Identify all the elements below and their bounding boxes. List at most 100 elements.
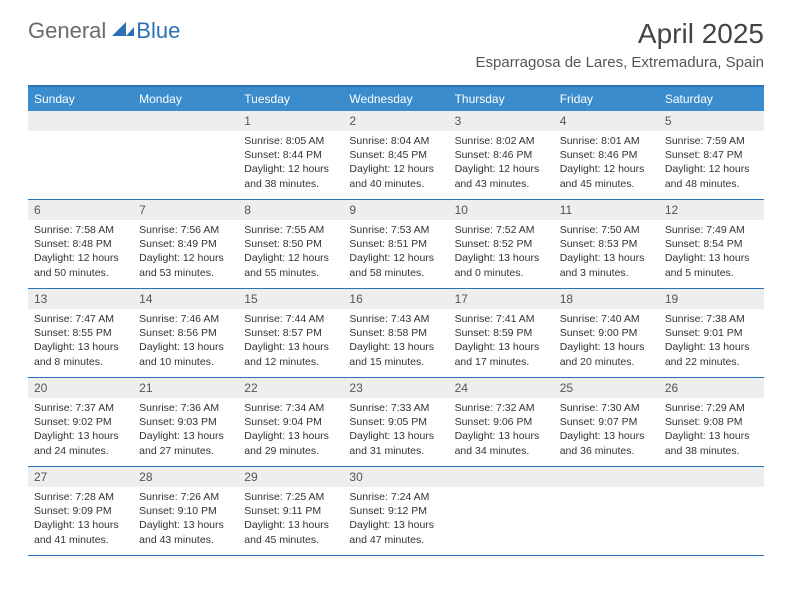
day-content: Sunrise: 7:28 AMSunset: 9:09 PMDaylight:… bbox=[28, 487, 133, 553]
day-number: 24 bbox=[449, 378, 554, 398]
sunset-text: Sunset: 8:46 PM bbox=[455, 148, 548, 162]
week-row: 1Sunrise: 8:05 AMSunset: 8:44 PMDaylight… bbox=[28, 111, 764, 200]
day-content: Sunrise: 7:26 AMSunset: 9:10 PMDaylight:… bbox=[133, 487, 238, 553]
day-cell: 3Sunrise: 8:02 AMSunset: 8:46 PMDaylight… bbox=[449, 111, 554, 199]
daylight-text: Daylight: 12 hours and 50 minutes. bbox=[34, 251, 127, 279]
logo-general: General bbox=[28, 18, 106, 44]
day-number: 12 bbox=[659, 200, 764, 220]
day-number: 19 bbox=[659, 289, 764, 309]
sunset-text: Sunset: 9:11 PM bbox=[244, 504, 337, 518]
daylight-text: Daylight: 13 hours and 8 minutes. bbox=[34, 340, 127, 368]
day-number: 8 bbox=[238, 200, 343, 220]
day-cell: 30Sunrise: 7:24 AMSunset: 9:12 PMDayligh… bbox=[343, 467, 448, 555]
sunrise-text: Sunrise: 8:05 AM bbox=[244, 134, 337, 148]
day-content: Sunrise: 7:58 AMSunset: 8:48 PMDaylight:… bbox=[28, 220, 133, 286]
sunset-text: Sunset: 9:12 PM bbox=[349, 504, 442, 518]
day-cell bbox=[554, 467, 659, 555]
day-cell: 16Sunrise: 7:43 AMSunset: 8:58 PMDayligh… bbox=[343, 289, 448, 377]
sunrise-text: Sunrise: 7:38 AM bbox=[665, 312, 758, 326]
sunset-text: Sunset: 9:02 PM bbox=[34, 415, 127, 429]
week-row: 6Sunrise: 7:58 AMSunset: 8:48 PMDaylight… bbox=[28, 200, 764, 289]
daylight-text: Daylight: 13 hours and 27 minutes. bbox=[139, 429, 232, 457]
day-number: 13 bbox=[28, 289, 133, 309]
sunset-text: Sunset: 8:55 PM bbox=[34, 326, 127, 340]
day-cell: 6Sunrise: 7:58 AMSunset: 8:48 PMDaylight… bbox=[28, 200, 133, 288]
day-cell: 1Sunrise: 8:05 AMSunset: 8:44 PMDaylight… bbox=[238, 111, 343, 199]
sunset-text: Sunset: 8:58 PM bbox=[349, 326, 442, 340]
week-row: 20Sunrise: 7:37 AMSunset: 9:02 PMDayligh… bbox=[28, 378, 764, 467]
calendar: Sunday Monday Tuesday Wednesday Thursday… bbox=[28, 85, 764, 556]
day-number: 23 bbox=[343, 378, 448, 398]
sunset-text: Sunset: 8:54 PM bbox=[665, 237, 758, 251]
day-number bbox=[659, 467, 764, 487]
week-row: 13Sunrise: 7:47 AMSunset: 8:55 PMDayligh… bbox=[28, 289, 764, 378]
day-content: Sunrise: 7:37 AMSunset: 9:02 PMDaylight:… bbox=[28, 398, 133, 464]
sunrise-text: Sunrise: 7:58 AM bbox=[34, 223, 127, 237]
day-content: Sunrise: 7:24 AMSunset: 9:12 PMDaylight:… bbox=[343, 487, 448, 553]
day-cell: 26Sunrise: 7:29 AMSunset: 9:08 PMDayligh… bbox=[659, 378, 764, 466]
header: General Blue April 2025 Esparragosa de L… bbox=[0, 0, 792, 79]
day-cell: 22Sunrise: 7:34 AMSunset: 9:04 PMDayligh… bbox=[238, 378, 343, 466]
day-number: 14 bbox=[133, 289, 238, 309]
daylight-text: Daylight: 12 hours and 58 minutes. bbox=[349, 251, 442, 279]
day-header: Friday bbox=[554, 87, 659, 111]
day-content: Sunrise: 7:52 AMSunset: 8:52 PMDaylight:… bbox=[449, 220, 554, 286]
sunset-text: Sunset: 9:10 PM bbox=[139, 504, 232, 518]
sunrise-text: Sunrise: 7:28 AM bbox=[34, 490, 127, 504]
day-cell: 12Sunrise: 7:49 AMSunset: 8:54 PMDayligh… bbox=[659, 200, 764, 288]
sunrise-text: Sunrise: 7:56 AM bbox=[139, 223, 232, 237]
sunrise-text: Sunrise: 7:53 AM bbox=[349, 223, 442, 237]
day-number: 22 bbox=[238, 378, 343, 398]
sunrise-text: Sunrise: 7:33 AM bbox=[349, 401, 442, 415]
day-content: Sunrise: 7:32 AMSunset: 9:06 PMDaylight:… bbox=[449, 398, 554, 464]
daylight-text: Daylight: 13 hours and 17 minutes. bbox=[455, 340, 548, 368]
day-number: 29 bbox=[238, 467, 343, 487]
sunset-text: Sunset: 9:03 PM bbox=[139, 415, 232, 429]
sunset-text: Sunset: 8:52 PM bbox=[455, 237, 548, 251]
day-cell: 14Sunrise: 7:46 AMSunset: 8:56 PMDayligh… bbox=[133, 289, 238, 377]
logo-triangle-icon bbox=[112, 20, 134, 41]
daylight-text: Daylight: 13 hours and 22 minutes. bbox=[665, 340, 758, 368]
day-cell: 2Sunrise: 8:04 AMSunset: 8:45 PMDaylight… bbox=[343, 111, 448, 199]
day-content: Sunrise: 7:46 AMSunset: 8:56 PMDaylight:… bbox=[133, 309, 238, 375]
day-cell: 13Sunrise: 7:47 AMSunset: 8:55 PMDayligh… bbox=[28, 289, 133, 377]
daylight-text: Daylight: 13 hours and 24 minutes. bbox=[34, 429, 127, 457]
day-content: Sunrise: 7:30 AMSunset: 9:07 PMDaylight:… bbox=[554, 398, 659, 464]
daylight-text: Daylight: 13 hours and 10 minutes. bbox=[139, 340, 232, 368]
day-cell bbox=[659, 467, 764, 555]
day-number bbox=[133, 111, 238, 131]
day-cell: 27Sunrise: 7:28 AMSunset: 9:09 PMDayligh… bbox=[28, 467, 133, 555]
day-number: 6 bbox=[28, 200, 133, 220]
sunset-text: Sunset: 8:59 PM bbox=[455, 326, 548, 340]
daylight-text: Daylight: 12 hours and 43 minutes. bbox=[455, 162, 548, 190]
day-cell: 20Sunrise: 7:37 AMSunset: 9:02 PMDayligh… bbox=[28, 378, 133, 466]
day-content: Sunrise: 7:33 AMSunset: 9:05 PMDaylight:… bbox=[343, 398, 448, 464]
sunset-text: Sunset: 8:49 PM bbox=[139, 237, 232, 251]
sunset-text: Sunset: 8:51 PM bbox=[349, 237, 442, 251]
day-cell: 24Sunrise: 7:32 AMSunset: 9:06 PMDayligh… bbox=[449, 378, 554, 466]
day-number: 11 bbox=[554, 200, 659, 220]
daylight-text: Daylight: 13 hours and 38 minutes. bbox=[665, 429, 758, 457]
day-number: 3 bbox=[449, 111, 554, 131]
day-cell: 7Sunrise: 7:56 AMSunset: 8:49 PMDaylight… bbox=[133, 200, 238, 288]
day-content: Sunrise: 7:56 AMSunset: 8:49 PMDaylight:… bbox=[133, 220, 238, 286]
logo: General Blue bbox=[28, 18, 180, 44]
day-content: Sunrise: 7:59 AMSunset: 8:47 PMDaylight:… bbox=[659, 131, 764, 197]
sunrise-text: Sunrise: 7:36 AM bbox=[139, 401, 232, 415]
sunrise-text: Sunrise: 7:25 AM bbox=[244, 490, 337, 504]
sunrise-text: Sunrise: 7:32 AM bbox=[455, 401, 548, 415]
day-content: Sunrise: 7:40 AMSunset: 9:00 PMDaylight:… bbox=[554, 309, 659, 375]
day-content: Sunrise: 7:55 AMSunset: 8:50 PMDaylight:… bbox=[238, 220, 343, 286]
sunset-text: Sunset: 8:48 PM bbox=[34, 237, 127, 251]
day-number: 28 bbox=[133, 467, 238, 487]
sunrise-text: Sunrise: 7:41 AM bbox=[455, 312, 548, 326]
day-number bbox=[554, 467, 659, 487]
day-number: 9 bbox=[343, 200, 448, 220]
day-number: 18 bbox=[554, 289, 659, 309]
day-header: Saturday bbox=[659, 87, 764, 111]
sunrise-text: Sunrise: 7:49 AM bbox=[665, 223, 758, 237]
day-number: 15 bbox=[238, 289, 343, 309]
sunset-text: Sunset: 8:50 PM bbox=[244, 237, 337, 251]
daylight-text: Daylight: 13 hours and 3 minutes. bbox=[560, 251, 653, 279]
sunset-text: Sunset: 8:45 PM bbox=[349, 148, 442, 162]
